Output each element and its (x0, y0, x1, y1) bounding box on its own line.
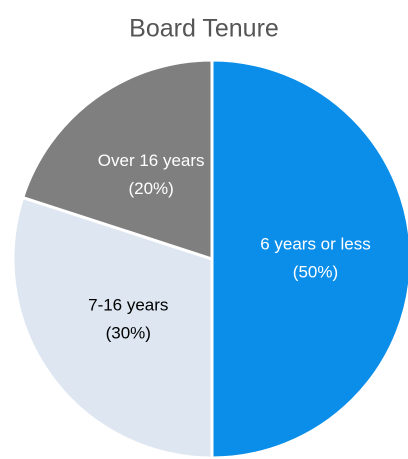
chart-title: Board Tenure (129, 15, 279, 43)
slice-label: 7-16 years (88, 295, 168, 314)
pie-slice (210, 58, 408, 459)
pie-slice (11, 195, 214, 459)
slice-label: 6 years or less (260, 234, 371, 253)
pie-slice (20, 58, 214, 262)
slice-label: Over 16 years (98, 151, 205, 170)
slice-value-label: (20%) (128, 179, 173, 198)
slice-value-label: (50%) (293, 262, 338, 281)
slice-value-label: (30%) (106, 323, 151, 342)
